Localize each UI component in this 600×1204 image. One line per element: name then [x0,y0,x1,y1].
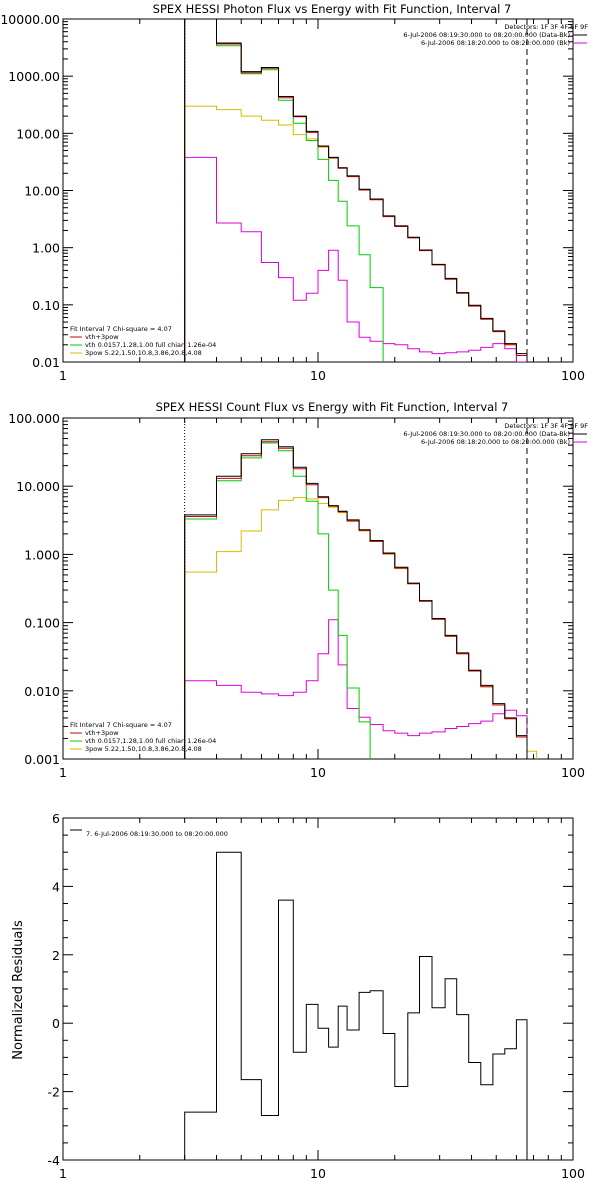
residuals-y-axis-label: Normalized Residuals [11,920,26,1060]
y-tick-label: 0.01 [32,355,60,370]
count-detectors-text: Detectors: 1F 3F 4F 6F 9F [504,422,588,430]
series-0-line [184,439,528,759]
series-1-line [184,19,528,362]
y-tick-label: 10.00 [24,184,60,199]
x-tick-label: 10 [310,1166,326,1181]
series-2-line [184,442,371,759]
y-tick-label: 0.100 [24,616,60,631]
y-tick-label: 100.00 [16,126,60,141]
plot-frame [62,817,574,1161]
x-tick-label: 1 [59,765,67,780]
series-layer [184,851,528,1160]
y-tick-label: 6 [52,811,60,826]
plot-frame [62,18,574,363]
series-4-line [184,156,528,362]
y-tick-label: 4 [52,879,60,894]
x-tick-label: 10 [310,368,326,383]
y-tick-label: -4 [48,1153,61,1168]
series-1-line [184,441,528,759]
y-tick-label: -2 [48,1085,60,1100]
photon-flux-panel: SPEX HESSI Photon Flux vs Energy with Fi… [0,2,588,383]
y-tick-label: 1.00 [32,241,60,256]
count-fit-text: Fit Interval 7 Chi-square = 4.07 [70,721,172,729]
count-data-interval-text: 6-Jul-2006 08:19:30.000 to 08:20:00.000 … [403,430,570,438]
photon-bk-interval-text: 6-Jul-2006 08:18:20.000 to 08:20:00.000 … [421,39,570,47]
y-tick-label: 1.000 [24,547,60,562]
x-tick-label: 10 [310,765,326,780]
series-3-line [184,497,538,759]
x-tick-label: 100 [561,765,585,780]
count-flux-panel: SPEX HESSI Count Flux vs Energy with Fit… [8,400,588,780]
y-tick-label: 0.001 [24,752,60,767]
count-bk-interval-text: 6-Jul-2006 08:18:20.000 to 08:20:00.000 … [421,438,570,446]
series-2-line [184,19,384,362]
photon-detectors-text: Detectors: 1F 3F 4F 6F 9F [504,23,588,31]
count-legend-label-2: 3pow 5.22,1.50,10.8,3.86,20.8,4.08 [85,745,202,753]
photon-data-interval-text: 6-Jul-2006 08:19:30.000 to 08:20:00.000 … [403,31,570,39]
residuals-legend-label: 7. 6-Jul-2006 08:19:30.000 to 08:20:00.0… [86,830,228,838]
series-layer [184,19,528,362]
series-0-line [184,851,528,1160]
photon-legend-label-1: vth 0.0157,1.28,1.00 full chian 1.26e-04 [85,341,216,349]
x-tick-label: 1 [59,1166,67,1181]
y-tick-label: 10.000 [16,479,60,494]
y-tick-label: 0.010 [24,684,60,699]
series-3-line [184,105,528,362]
y-tick-label: 0.10 [32,298,60,313]
series-layer [184,439,538,759]
x-tick-label: 100 [561,368,585,383]
y-tick-label: 0 [52,1016,60,1031]
photon-legend-label-2: 3pow 5.22,1.50,10.8,3.86,20.8,4.08 [85,349,202,357]
residuals-panel: Normalized Residuals 7. 6-Jul-2006 08:19… [11,811,585,1181]
photon-flux-title: SPEX HESSI Photon Flux vs Energy with Fi… [153,2,512,16]
x-tick-label: 100 [561,1166,585,1181]
photon-fit-text: Fit Interval 7 Chi-square = 4.07 [70,325,172,333]
photon-legend-label-0: vth+3pow [85,333,119,341]
y-tick-label: 2 [52,948,60,963]
y-tick-label: 1000.00 [8,69,60,84]
series-0-line [184,19,528,362]
x-tick-label: 1 [59,368,67,383]
y-tick-label: 10000.00 [0,12,60,27]
count-legend-label-1: vth 0.0157,1.28,1.00 full chian 1.26e-04 [85,737,216,745]
count-flux-title: SPEX HESSI Count Flux vs Energy with Fit… [156,400,509,414]
plot-frame [62,417,574,760]
y-tick-label: 100.000 [8,411,60,426]
series-4-line [184,619,528,759]
count-legend-label-0: vth+3pow [85,729,119,737]
